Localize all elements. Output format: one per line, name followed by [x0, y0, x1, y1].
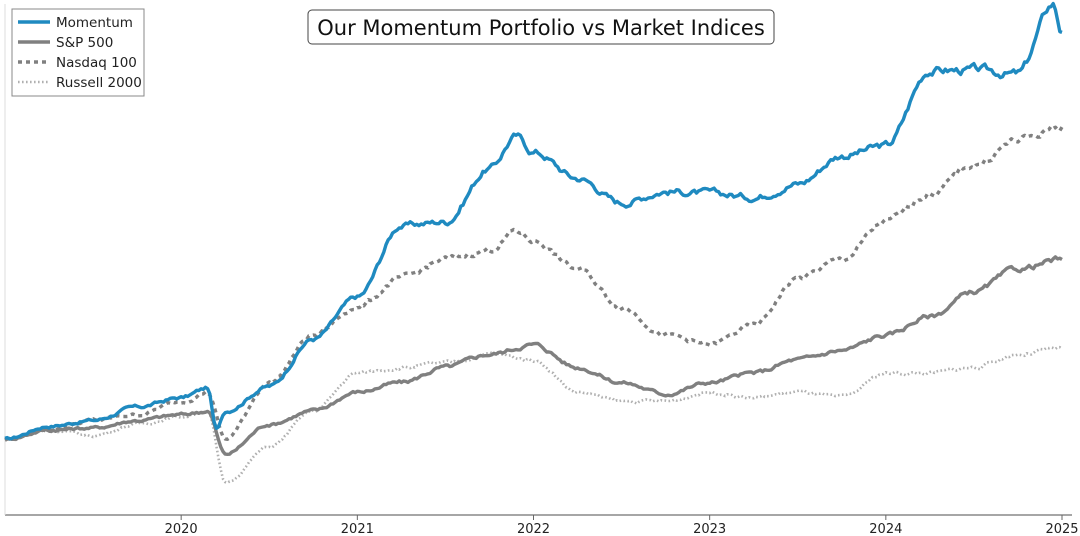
chart-title-box: Our Momentum Portfolio vs Market Indices [307, 9, 775, 45]
legend-items: Momentum S&P 500 Nasdaq 100 Russell 2000 [18, 15, 142, 91]
axes-layer [4, 4, 1072, 516]
series-line-s-p-500 [4, 255, 1063, 456]
x-tick-label: 2020 [165, 522, 198, 536]
x-tick-label: 2025 [1045, 522, 1078, 536]
chart-title: Our Momentum Portfolio vs Market Indices [317, 16, 765, 40]
x-tick-label: 2022 [517, 522, 550, 536]
x-tick-label: 2024 [869, 522, 902, 536]
chart-title-frame [307, 9, 775, 45]
legend-label-nasdaq-100: Nasdaq 100 [56, 55, 137, 71]
series-line-nasdaq-100 [4, 124, 1064, 442]
series-line-momentum [4, 1, 1063, 441]
series-line-russell-2000 [4, 345, 1063, 485]
legend: Momentum S&P 500 Nasdaq 100 Russell 2000 [11, 8, 145, 97]
legend-label-russell-2000: Russell 2000 [56, 75, 142, 91]
legend-label-s-p-500: S&P 500 [56, 35, 113, 51]
x-tick-label: 2023 [693, 522, 726, 536]
x-tick-layer: 2020 2021 2022 2023 2024 2025 [165, 515, 1079, 536]
x-tick-label: 2021 [341, 522, 374, 536]
legend-label-momentum: Momentum [56, 15, 133, 31]
series-layer [4, 1, 1064, 485]
